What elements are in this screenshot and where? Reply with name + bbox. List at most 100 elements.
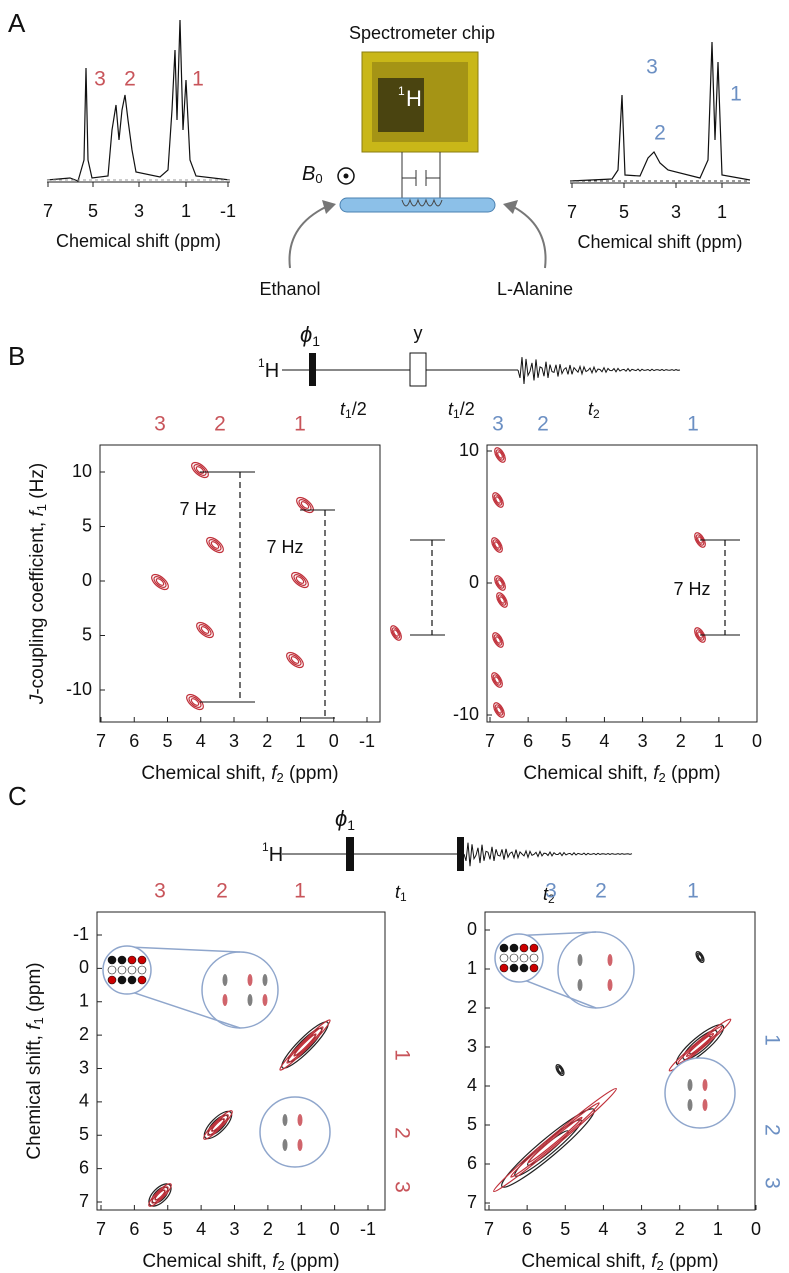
inset-peak: [282, 1114, 288, 1126]
phase-label: ϕ1: [335, 806, 355, 833]
contour: [557, 1067, 563, 1073]
contour: [148, 1183, 172, 1207]
x-tick-label: 6: [129, 731, 139, 751]
y-tick-label: 4: [79, 1091, 89, 1111]
label-part: (ppm): [285, 1251, 340, 1272]
inset-peak: [687, 1099, 693, 1111]
inset-peak: [282, 1139, 288, 1151]
sample-label: L-Alanine: [497, 279, 573, 299]
contour: [685, 1033, 715, 1057]
x-tick-label: 1: [717, 202, 727, 222]
peak-label: 1: [192, 68, 204, 91]
label-part: 2: [278, 1258, 285, 1273]
contour: [497, 451, 503, 459]
label-part: 1: [34, 504, 49, 511]
inset-peak: [577, 954, 583, 966]
fid: [463, 842, 633, 867]
label-part: Chemical shift,: [523, 763, 653, 784]
inset-peak: [607, 979, 613, 991]
inset-link: [525, 980, 597, 1009]
x-tick-label: 5: [163, 1219, 173, 1239]
x-tick-label: 0: [329, 731, 339, 751]
peak-label: 2: [654, 122, 666, 145]
contour: [288, 654, 302, 666]
chip-nucleus: H: [406, 86, 422, 111]
inset-peak: [262, 994, 268, 1006]
chip-title: Spectrometer chip: [349, 23, 495, 43]
contour: [695, 534, 705, 546]
label-part: Chemical shift,: [521, 1251, 651, 1272]
contour: [492, 632, 504, 648]
x-tick-label: 3: [229, 1219, 239, 1239]
inset: [664, 1057, 736, 1129]
contour: [191, 461, 209, 479]
y-tick-label: 7: [79, 1191, 89, 1211]
x-tick-label: 4: [196, 1219, 206, 1239]
x-tick-label: 3: [671, 202, 681, 222]
contour: [492, 539, 502, 551]
y-tick-label: -10: [453, 704, 479, 724]
contour: [186, 693, 204, 711]
contour: [493, 702, 505, 718]
field-symbol: [337, 167, 355, 185]
peak-label: 3: [94, 68, 106, 91]
inset: [259, 1096, 331, 1168]
inset-dot: [107, 975, 117, 985]
field-dot: [343, 173, 349, 179]
contour: [196, 621, 214, 639]
label-part: (ppm): [24, 962, 45, 1017]
inset-dot: [519, 963, 529, 973]
contour: [295, 576, 305, 584]
acq: t: [543, 884, 549, 904]
acq: t: [588, 399, 594, 419]
inset-link: [526, 931, 597, 936]
contour: [495, 636, 501, 644]
inset-dot: [529, 963, 539, 973]
contour: [495, 449, 505, 461]
peak-label: 2: [537, 413, 549, 436]
contour: [495, 577, 505, 589]
contour: [668, 1018, 732, 1072]
inset-dot: [519, 943, 529, 953]
x-tick-label: 5: [561, 731, 571, 751]
contour: [694, 627, 706, 643]
peak-label: 3: [492, 413, 504, 436]
nucleus: H: [269, 844, 283, 866]
contour: [203, 1110, 233, 1140]
contour: [495, 496, 501, 504]
label-part: f: [271, 763, 278, 784]
arrow: [288, 204, 331, 269]
inset-peak: [222, 974, 228, 986]
x-tick-label: 3: [229, 731, 239, 751]
x-tick-label: 1: [295, 731, 305, 751]
inset-dot: [519, 953, 529, 963]
contour: [497, 579, 503, 587]
contour: [696, 952, 704, 962]
label-part: 2: [657, 1258, 664, 1273]
contour: [203, 1110, 233, 1140]
contour: [494, 575, 506, 591]
x-tick-label: 6: [522, 1219, 532, 1239]
chip-block: [378, 78, 424, 132]
delay: t: [395, 882, 401, 902]
y-tick-label: 0: [469, 572, 479, 592]
side-label: 2: [760, 1124, 783, 1136]
peak-label: 2: [595, 880, 607, 903]
plot-frame: [96, 911, 386, 1211]
label-part: (ppm): [666, 763, 721, 784]
axis-label: Chemical shift, f2 (ppm): [521, 1251, 718, 1273]
inset-dot: [127, 965, 137, 975]
contour: [494, 541, 500, 549]
field-sub: 0: [315, 171, 322, 186]
pulse-label: y: [414, 323, 423, 343]
nucleus-label: 1H: [262, 840, 283, 866]
y-tick-label: 0: [467, 919, 477, 939]
annotation: 7 Hz: [266, 537, 303, 557]
phase-label: ϕ1: [300, 322, 320, 349]
contour: [493, 634, 503, 646]
x-tick-label: -1: [220, 201, 236, 221]
peak-label: 2: [124, 68, 136, 91]
peak-label: 1: [294, 413, 306, 436]
contour: [200, 626, 210, 634]
contour: [154, 1189, 166, 1201]
